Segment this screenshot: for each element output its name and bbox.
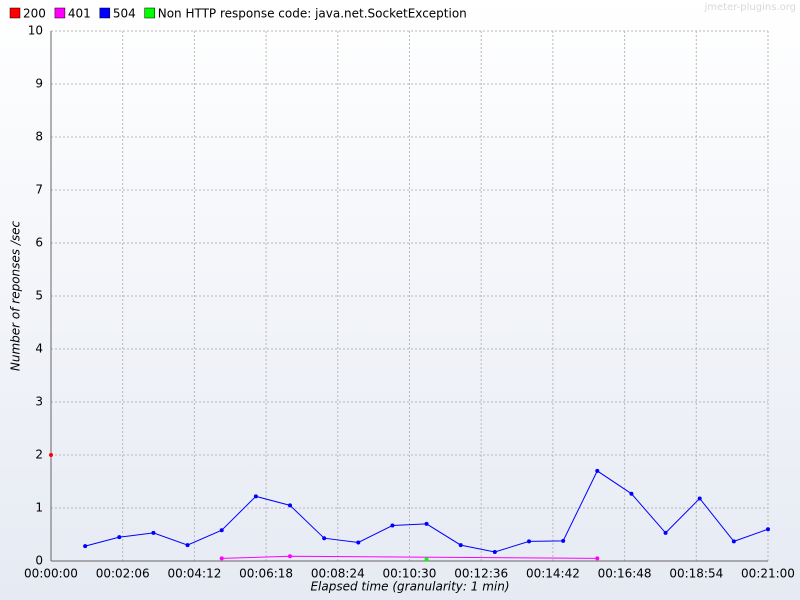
data-point — [151, 530, 156, 535]
x-tick-label: 00:18:54 — [669, 567, 723, 581]
data-point — [219, 556, 224, 561]
data-point — [595, 468, 600, 473]
y-tick-label: 2 — [35, 448, 43, 462]
data-point — [492, 549, 497, 554]
y-tick-label: 0 — [35, 554, 43, 568]
data-point — [424, 521, 429, 526]
data-point — [356, 540, 361, 545]
legend-label: 504 — [113, 7, 136, 21]
y-axis-label: Number of reponses /sec — [9, 220, 23, 371]
data-point — [117, 535, 122, 540]
y-tick-label: 8 — [35, 130, 43, 144]
y-tick-label: 6 — [35, 236, 43, 250]
data-point — [595, 556, 600, 561]
x-tick-label: 00:10:30 — [383, 567, 437, 581]
x-tick-label: 00:06:18 — [239, 567, 293, 581]
x-tick-label: 00:21:00 — [741, 567, 795, 581]
y-tick-label: 3 — [35, 395, 43, 409]
data-point — [185, 543, 190, 548]
watermark: jmeter-plugins.org — [703, 2, 796, 13]
legend-label: 401 — [68, 7, 91, 21]
data-point — [663, 530, 668, 535]
data-point — [49, 453, 53, 457]
data-point — [219, 528, 224, 533]
data-point — [458, 543, 463, 548]
data-point — [527, 539, 531, 544]
legend-swatch — [54, 7, 66, 19]
data-point — [288, 503, 292, 508]
y-tick-label: 1 — [35, 501, 43, 515]
x-tick-label: 00:02:06 — [96, 567, 150, 581]
y-tick-label: 7 — [35, 183, 43, 197]
data-point — [83, 544, 88, 549]
data-point — [288, 554, 292, 559]
x-tick-label: 00:04:12 — [167, 567, 221, 581]
data-point — [390, 523, 395, 528]
x-tick-label: 00:16:48 — [598, 567, 652, 581]
data-point — [424, 557, 429, 562]
x-tick-label: 00:08:24 — [311, 567, 365, 581]
legend-swatch — [99, 7, 111, 19]
x-tick-label: 00:14:42 — [526, 567, 580, 581]
legend-label: 200 — [23, 7, 46, 21]
y-tick-label: 4 — [35, 342, 43, 356]
data-point — [731, 539, 736, 544]
legend-swatch — [144, 7, 155, 19]
y-tick-label: 10 — [28, 24, 43, 38]
y-tick-label: 5 — [35, 289, 43, 303]
data-point — [253, 494, 258, 499]
data-point — [322, 536, 327, 541]
x-tick-label: 00:12:36 — [454, 567, 508, 581]
data-point — [629, 491, 634, 496]
y-tick-label: 9 — [35, 77, 43, 91]
x-tick-label: 00:00:00 — [24, 567, 78, 581]
x-axis-label: Elapsed time (granularity: 1 min) — [310, 580, 509, 594]
data-point — [561, 538, 566, 543]
data-point — [697, 496, 702, 501]
legend-swatch — [9, 7, 21, 19]
legend-label: Non HTTP response code: java.net.SocketE… — [158, 7, 467, 21]
data-point — [766, 527, 770, 532]
